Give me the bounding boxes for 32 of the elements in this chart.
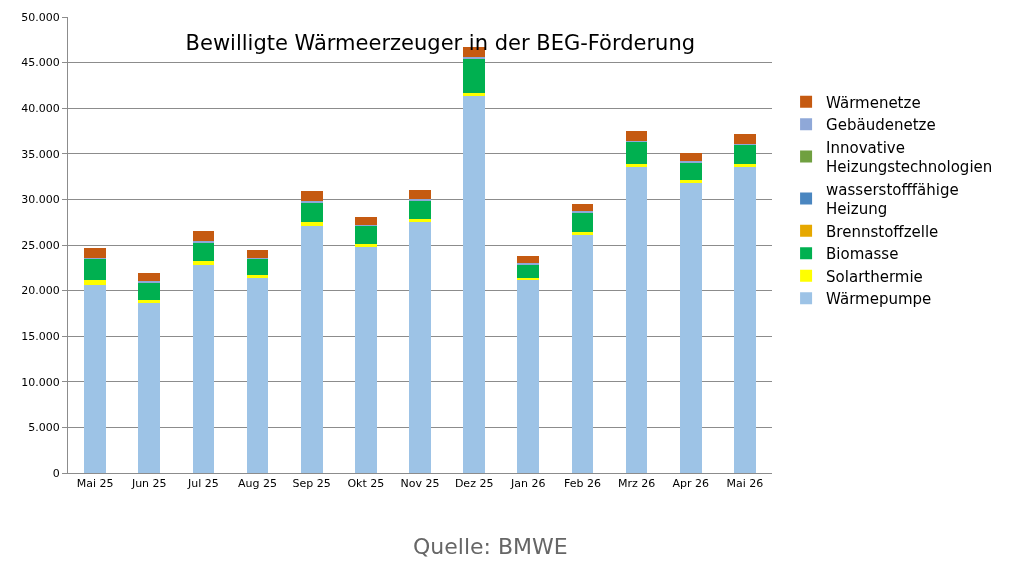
x-tick-label: Jan 26	[510, 477, 546, 491]
x-tick-label: Mai 25	[76, 477, 114, 491]
y-tick-label: 40.000	[21, 102, 60, 116]
legend-label: wasserstofffähige Heizung	[826, 180, 959, 218]
x-tick-label: Okt 25	[347, 477, 385, 491]
x-tick-label: Aug 25	[238, 477, 278, 491]
y-tick-label: 25.000	[21, 238, 60, 252]
y-tick-label: 10.000	[21, 375, 60, 389]
x-tick-label: Jun 25	[130, 477, 167, 491]
x-tick-label: Sep 25	[292, 477, 331, 491]
y-tick-label: 35.000	[21, 147, 60, 161]
legend-label: Solarthermie	[826, 267, 923, 286]
y-tick-label: 5.000	[28, 421, 60, 435]
legend-label: Wärmenetze	[826, 93, 921, 112]
legend-label: Biomasse	[826, 245, 899, 263]
legend-label: Brennstoffzelle	[826, 222, 939, 241]
x-tick-label: Apr 26	[672, 477, 710, 491]
y-tick-label: 20.000	[21, 284, 60, 298]
x-tick-label: Nov 25	[400, 477, 440, 491]
y-tick-label: 30.000	[21, 193, 60, 207]
source-note: Quelle: BMWE	[413, 534, 568, 559]
y-tick-label: 0	[52, 466, 60, 480]
x-tick-label: Dez 25	[454, 477, 494, 491]
legend-label: Wärmepumpe	[826, 290, 932, 308]
y-tick-label: 15.000	[21, 330, 60, 344]
legend-label: Gebäudenetze	[826, 116, 936, 134]
x-tick-label: Mai 26	[726, 477, 764, 491]
y-tick-label: 50.000	[21, 10, 60, 24]
x-tick-label: Mrz 26	[617, 477, 656, 491]
x-tick-label: Feb 26	[563, 477, 601, 491]
y-tick-label: 45.000	[21, 56, 60, 70]
x-tick-label: Jul 25	[187, 477, 219, 491]
